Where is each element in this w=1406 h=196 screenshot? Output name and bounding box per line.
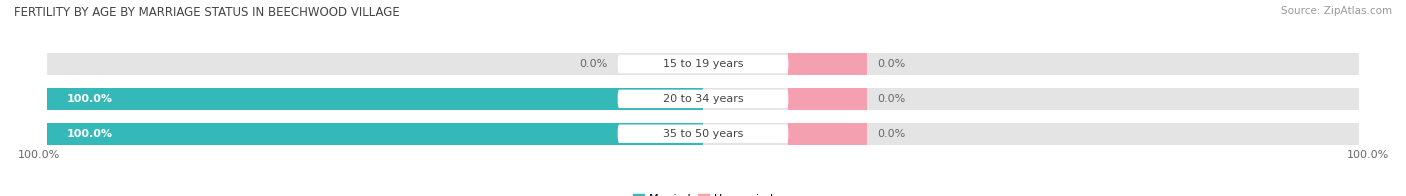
FancyBboxPatch shape bbox=[617, 55, 789, 73]
Text: 100.0%: 100.0% bbox=[66, 129, 112, 139]
Legend: Married, Unmarried: Married, Unmarried bbox=[633, 194, 773, 196]
Text: 100.0%: 100.0% bbox=[17, 150, 59, 160]
Text: 15 to 19 years: 15 to 19 years bbox=[662, 59, 744, 69]
FancyBboxPatch shape bbox=[617, 90, 789, 108]
Text: FERTILITY BY AGE BY MARRIAGE STATUS IN BEECHWOOD VILLAGE: FERTILITY BY AGE BY MARRIAGE STATUS IN B… bbox=[14, 6, 399, 19]
Bar bbox=[46, 88, 703, 110]
FancyBboxPatch shape bbox=[617, 124, 789, 143]
Text: 0.0%: 0.0% bbox=[877, 129, 905, 139]
Text: 0.0%: 0.0% bbox=[877, 59, 905, 69]
Text: 0.0%: 0.0% bbox=[579, 59, 607, 69]
Text: 0.0%: 0.0% bbox=[877, 94, 905, 104]
Bar bbox=[789, 123, 868, 144]
Bar bbox=[789, 53, 868, 75]
Bar bbox=[46, 53, 1360, 75]
Bar bbox=[46, 88, 1360, 110]
Text: 100.0%: 100.0% bbox=[66, 94, 112, 104]
Text: 35 to 50 years: 35 to 50 years bbox=[662, 129, 744, 139]
Text: Source: ZipAtlas.com: Source: ZipAtlas.com bbox=[1281, 6, 1392, 16]
Bar bbox=[46, 123, 1360, 144]
Text: 20 to 34 years: 20 to 34 years bbox=[662, 94, 744, 104]
Bar bbox=[789, 88, 868, 110]
Bar bbox=[46, 123, 703, 144]
Text: 100.0%: 100.0% bbox=[1347, 150, 1389, 160]
